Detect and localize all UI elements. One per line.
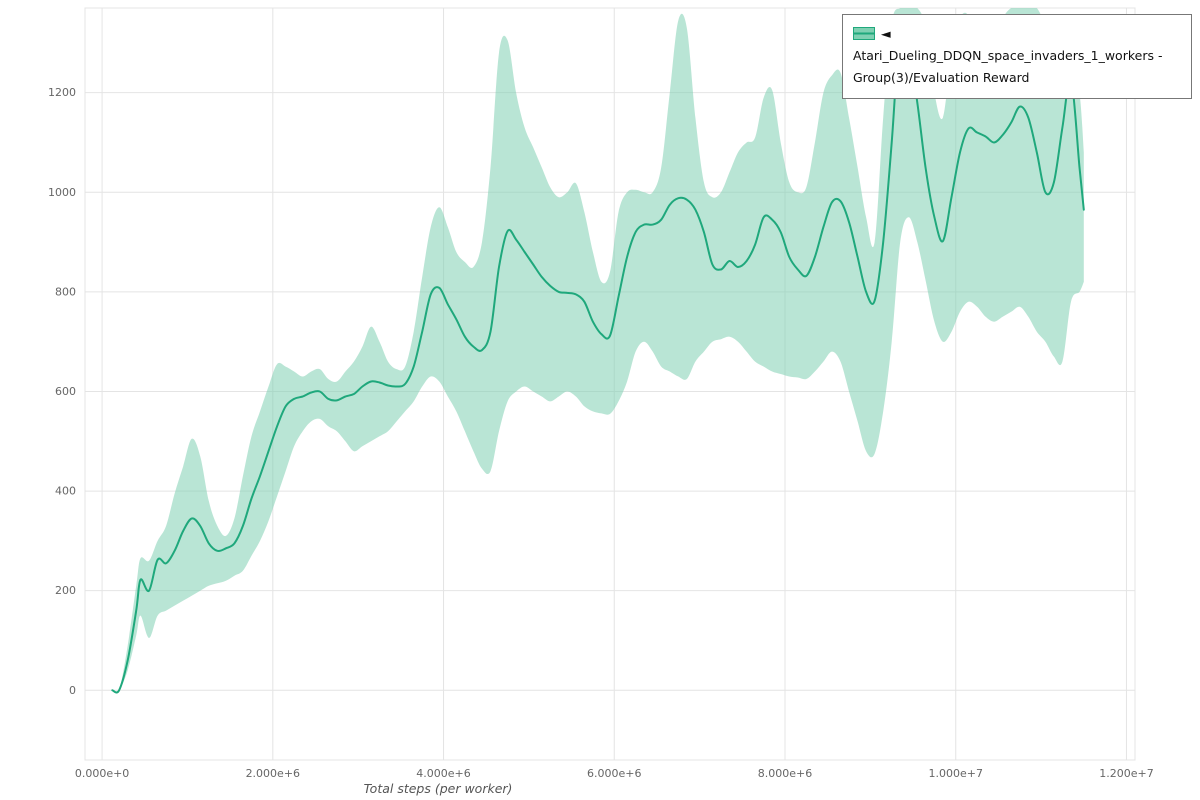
y-tick-label: 400 bbox=[55, 485, 76, 498]
legend-item-evaluation-reward[interactable]: ◄ Atari_Dueling_DDQN_space_invaders_1_wo… bbox=[853, 26, 1162, 85]
x-axis-title: Total steps (per worker) bbox=[363, 781, 513, 796]
confidence-band bbox=[112, 8, 1084, 694]
y-tick-label: 1200 bbox=[48, 86, 76, 99]
y-tick-label: 800 bbox=[55, 285, 76, 298]
y-tick-label: 200 bbox=[55, 584, 76, 597]
x-tick-label: 1.200e+7 bbox=[1099, 767, 1153, 780]
x-tick-label: 0.000e+0 bbox=[75, 767, 129, 780]
y-tick-label: 0 bbox=[69, 684, 76, 697]
y-tick-label: 600 bbox=[55, 385, 76, 398]
legend-label: ◄ Atari_Dueling_DDQN_space_invaders_1_wo… bbox=[853, 26, 1163, 85]
legend: ◄ Atari_Dueling_DDQN_space_invaders_1_wo… bbox=[842, 14, 1192, 99]
x-tick-label: 6.000e+6 bbox=[587, 767, 641, 780]
y-tick-label: 1000 bbox=[48, 186, 76, 199]
x-tick-label: 8.000e+6 bbox=[758, 767, 812, 780]
x-tick-label: 1.000e+7 bbox=[928, 767, 982, 780]
x-tick-label: 4.000e+6 bbox=[416, 767, 470, 780]
x-tick-label: 2.000e+6 bbox=[246, 767, 300, 780]
series-line bbox=[111, 21, 1085, 694]
series-color-swatch-icon bbox=[853, 27, 875, 40]
plot-border bbox=[84, 7, 1136, 761]
